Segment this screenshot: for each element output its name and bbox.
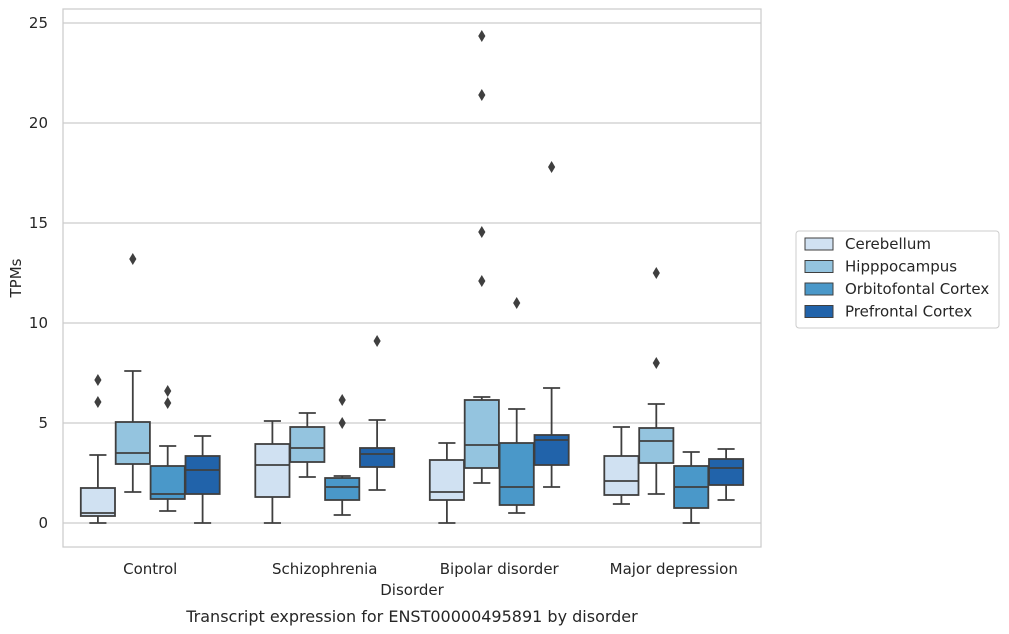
box-cerebellum-schizophrenia [254, 420, 291, 524]
box-body [324, 477, 361, 501]
box-body [638, 427, 675, 464]
box-body [359, 447, 396, 468]
legend-items: Cerebellum Hipppocampus Orbitofontal Corte… [804, 235, 989, 321]
x-tick-label: Bipolar disorder [440, 560, 560, 578]
legend-label: Orbitofontal Cortex [845, 280, 989, 298]
y-tick-label: 20 [29, 114, 48, 132]
legend-swatch [804, 282, 834, 296]
outlier-point [94, 374, 102, 386]
outlier-point [652, 267, 660, 279]
legend-label: Prefrontal Cortex [845, 303, 972, 321]
legend-label: Hipppocampus [845, 258, 957, 276]
legend-swatch [804, 305, 834, 318]
box-body [428, 459, 465, 501]
outlier-point [373, 335, 381, 347]
box-prefrontal-cortex-major-depression [708, 448, 745, 501]
box-body [114, 421, 151, 465]
outlier-point [338, 417, 346, 429]
y-tick-label: 0 [38, 514, 48, 532]
y-tick-label: 5 [38, 414, 48, 432]
box-body [79, 487, 116, 517]
box-hipppocampus-bipolar-disorder [463, 30, 500, 484]
box-hipppocampus-major-depression [638, 267, 675, 495]
box-body [184, 455, 221, 495]
legend-frame [795, 230, 1000, 329]
chart-title: Transcript expression for ENST0000049589… [185, 607, 638, 626]
legend-swatch [804, 237, 834, 251]
box-orbitofontal-cortex-schizophrenia [324, 394, 361, 516]
y-tick-labels: 0 5 10 15 20 25 [29, 14, 48, 532]
outlier-point [548, 161, 556, 173]
outlier-point [652, 357, 660, 369]
outlier-point [478, 89, 486, 101]
box-prefrontal-cortex-schizophrenia [359, 335, 396, 491]
outlier-point [478, 275, 486, 287]
box-body [463, 399, 500, 469]
box-cerebellum-bipolar-disorder [428, 442, 465, 524]
box-body [498, 442, 535, 506]
x-tick-label: Control [123, 560, 177, 578]
y-tick-label: 10 [29, 314, 48, 332]
x-tick-label: Major depression [610, 560, 738, 578]
box-body [603, 455, 640, 496]
box-body [708, 458, 745, 486]
legend-swatch [804, 260, 834, 273]
box-orbitofontal-cortex-major-depression [673, 451, 710, 524]
outlier-point [164, 385, 172, 397]
outlier-point [338, 394, 346, 406]
y-tick-label: 15 [29, 214, 48, 232]
grid-lines [63, 22, 761, 524]
x-tick-label: Schizophrenia [272, 560, 377, 578]
box-cerebellum-major-depression [603, 426, 640, 505]
plot-frame [62, 8, 762, 548]
outlier-point [94, 396, 102, 408]
outlier-point [478, 226, 486, 238]
box-body [289, 426, 326, 463]
box-prefrontal-cortex-control [184, 435, 221, 524]
box-plot-layer [79, 30, 745, 524]
y-tick-label: 25 [29, 14, 48, 32]
outlier-point [164, 397, 172, 409]
box-orbitofontal-cortex-bipolar-disorder [498, 297, 535, 514]
y-axis-label: TPMs [7, 258, 25, 298]
x-tick-labels: Control Schizophrenia Bipolar disorder Majo… [123, 560, 738, 578]
legend-label: Cerebellum [845, 235, 931, 253]
outlier-point [129, 253, 137, 265]
x-axis-label: Disorder [380, 581, 444, 599]
box-hipppocampus-control [114, 253, 151, 493]
box-prefrontal-cortex-bipolar-disorder [533, 161, 570, 488]
legend: Cerebellum Hipppocampus Orbitofontal Corte… [795, 230, 1000, 329]
outlier-point [478, 30, 486, 42]
box-orbitofontal-cortex-control [149, 385, 186, 512]
box-body [254, 443, 291, 498]
box-hipppocampus-schizophrenia [289, 412, 326, 478]
outlier-point [513, 297, 521, 309]
box-cerebellum-control [79, 374, 116, 524]
